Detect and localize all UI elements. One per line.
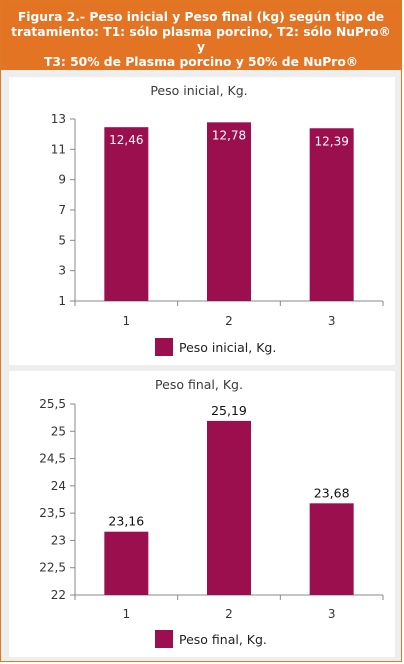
bar [104,531,149,595]
chart-peso-inicial: Peso inicial, Kg.13579111312,46112,78212… [51,83,384,356]
x-tick-label: 1 [123,607,131,621]
y-tick-label: 25 [51,424,66,438]
legend-swatch [155,630,173,648]
data-label: 23,16 [108,514,144,529]
data-label: 12,39 [314,134,348,148]
y-tick-label: 11 [51,142,66,156]
y-tick-label: 13 [51,112,66,126]
y-tick-label: 22 [51,588,66,602]
bar [207,122,251,301]
chart-panel-peso-final: Peso final, Kg. 22 22,5 23 23,5 24 24,5 25 25,5 2… [9,371,395,657]
y-tick-label: 25,5 [39,397,66,411]
chart-title: Peso inicial, Kg. [150,83,247,98]
chart-peso-final: Peso final, Kg.2222,52323,52424,52525,52… [39,377,384,648]
bar [104,127,149,301]
bar [309,128,354,301]
legend-label: Peso inicial, Kg. [179,340,276,355]
x-tick-label: 2 [225,314,233,328]
x-tick-label: 3 [328,314,336,328]
data-label: 12,78 [212,128,246,142]
y-tick-label: 23,5 [39,506,66,520]
bar [207,420,251,595]
chart-panel-peso-inicial: Peso inicial, Kg. 1 3 5 7 9 11 13 12,46 1 12,78 2 12… [9,77,395,365]
y-tick-label: 9 [58,173,66,187]
chart-title: Peso final, Kg. [155,377,243,392]
x-tick-label: 1 [123,314,131,328]
data-label: 23,68 [314,485,350,500]
data-label: 12,46 [109,133,143,147]
y-tick-label: 24 [51,479,66,493]
y-tick-label: 7 [58,203,66,217]
y-tick-label: 24,5 [39,452,66,466]
figure-title: Figura 2.- Peso inicial y Peso final (kg… [1,1,401,70]
y-tick-label: 23 [51,533,66,547]
y-tick-label: 1 [58,294,66,308]
bar [309,503,354,595]
x-tick-label: 2 [225,607,233,621]
legend-swatch [155,338,173,356]
data-label: 25,19 [211,403,247,418]
legend-label: Peso final, Kg. [179,632,267,647]
y-tick-label: 22,5 [39,561,66,575]
y-tick-label: 3 [58,264,66,278]
y-tick-label: 5 [58,233,66,247]
x-tick-label: 3 [328,607,336,621]
